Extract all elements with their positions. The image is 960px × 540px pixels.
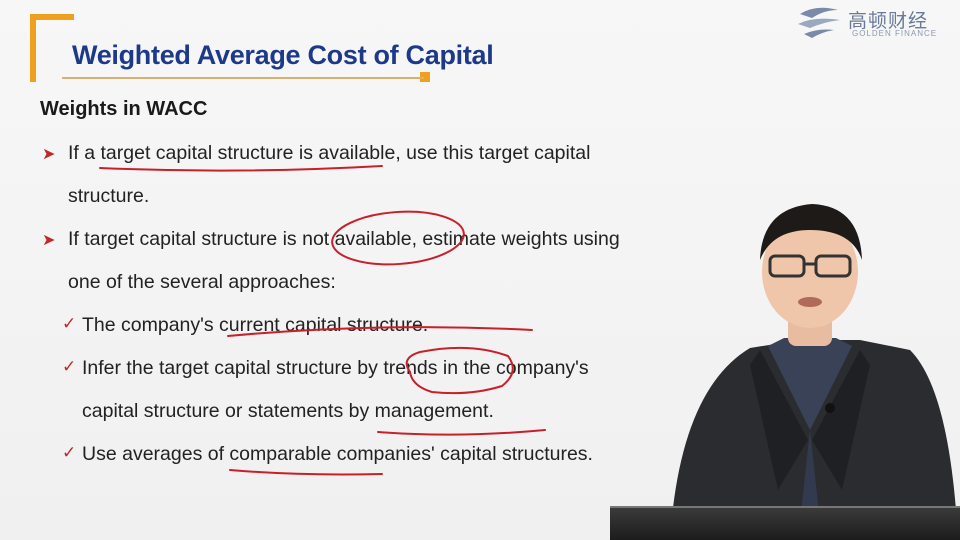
sub-bullet-1-line-1: The company's current capital structure. bbox=[82, 314, 428, 337]
sub-bullet-3-line-1: Use averages of comparable companies' ca… bbox=[82, 443, 593, 466]
check-bullet-icon: ✓ bbox=[62, 314, 76, 334]
golden-finance-logo: 高顿财经 GOLDEN FINANCE bbox=[794, 4, 950, 42]
arrow-bullet-icon: ➤ bbox=[42, 230, 55, 250]
bullet-2-line-1: If target capital structure is not avail… bbox=[68, 228, 620, 251]
sub-bullet-2-line-1: Infer the target capital structure by tr… bbox=[82, 357, 589, 380]
slide-title: Weighted Average Cost of Capital bbox=[72, 40, 493, 71]
bullet-2-line-2: one of the several approaches: bbox=[68, 271, 336, 294]
logo-english-name: GOLDEN FINANCE bbox=[852, 29, 937, 38]
arrow-bullet-icon: ➤ bbox=[42, 144, 55, 164]
bullet-1-line-2: structure. bbox=[68, 185, 149, 208]
section-subheading: Weights in WACC bbox=[40, 98, 207, 121]
sub-bullet-2-line-2: capital structure or statements by manag… bbox=[82, 400, 494, 423]
title-bracket bbox=[30, 14, 74, 82]
logo-mark-icon bbox=[794, 4, 846, 42]
title-underline bbox=[62, 77, 424, 79]
check-bullet-icon: ✓ bbox=[62, 443, 76, 463]
podium bbox=[610, 508, 960, 540]
check-bullet-icon: ✓ bbox=[62, 357, 76, 377]
bullet-1-line-1: If a target capital structure is availab… bbox=[68, 142, 590, 165]
presenter-figure bbox=[660, 190, 960, 540]
